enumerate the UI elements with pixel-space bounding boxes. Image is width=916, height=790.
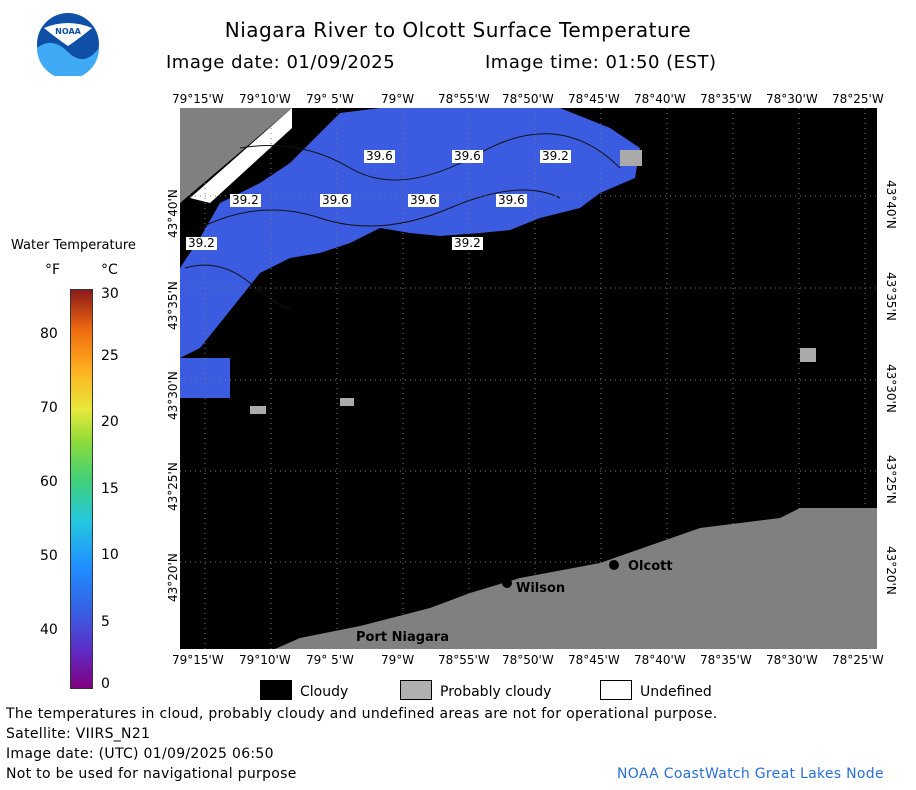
utc-date: Image date: (UTC) 01/09/2025 06:50 — [6, 746, 274, 762]
lat-tick: 43°30'N — [166, 371, 180, 420]
legend-label-undefined: Undefined — [640, 684, 712, 700]
olcott-label: Olcott — [628, 559, 673, 574]
f-tick: 60 — [40, 474, 58, 490]
f-tick: 80 — [40, 326, 58, 342]
colorbar-gradient — [70, 289, 93, 689]
lat-tick: 43°30'N — [884, 364, 898, 413]
lon-tick: 79° 5'W — [306, 653, 354, 667]
lon-tick: 78°45'W — [568, 92, 620, 106]
lon-tick: 79°W — [381, 653, 415, 667]
c-tick: 0 — [101, 676, 110, 692]
nav-warning: Not to be used for navigational purpose — [6, 766, 297, 782]
isotherm-label: 39.6 — [408, 193, 439, 207]
olcott-marker — [609, 560, 619, 570]
probably-cloudy-patch — [340, 398, 354, 406]
lon-tick: 79°15'W — [172, 92, 224, 106]
wilson-label: Wilson — [516, 581, 566, 596]
f-tick: 40 — [40, 622, 58, 638]
c-tick: 30 — [101, 286, 119, 302]
lon-tick: 78°30'W — [766, 92, 818, 106]
map-svg — [180, 108, 877, 649]
lon-tick: 78°35'W — [700, 92, 752, 106]
legend-swatch-probably-cloudy — [400, 680, 432, 700]
credit-link[interactable]: NOAA CoastWatch Great Lakes Node — [617, 766, 884, 782]
lon-tick: 79°10'W — [239, 92, 291, 106]
lat-tick: 43°40'N — [884, 180, 898, 229]
isotherm-label: 39.6 — [496, 193, 527, 207]
isotherm-label: 39.2 — [540, 149, 571, 163]
probably-cloudy-patch — [800, 348, 816, 362]
legend-label-probably-cloudy: Probably cloudy — [440, 684, 552, 700]
wilson-marker — [502, 578, 512, 588]
colorbar-title: Water Temperature — [11, 238, 136, 253]
land-new-york — [275, 508, 877, 649]
lon-tick: 79°10'W — [239, 653, 291, 667]
port-niagara-label: Port Niagara — [356, 630, 449, 645]
lon-tick: 78°40'W — [634, 92, 686, 106]
lon-tick: 78°40'W — [634, 653, 686, 667]
legend-swatch-cloudy — [260, 680, 292, 700]
f-tick: 70 — [40, 400, 58, 416]
legend-swatch-undefined — [600, 680, 632, 700]
lon-tick: 78°50'W — [502, 92, 554, 106]
lat-tick: 43°25'N — [166, 462, 180, 511]
lat-tick: 43°35'N — [884, 272, 898, 321]
lon-tick: 78°30'W — [766, 653, 818, 667]
isotherm-line — [184, 264, 291, 309]
isotherm-label: 39.6 — [364, 149, 395, 163]
lon-tick: 78°50'W — [502, 653, 554, 667]
legend-label-cloudy: Cloudy — [300, 684, 349, 700]
c-tick: 10 — [101, 547, 119, 563]
map-panel: 39.6 39.6 39.2 39.2 39.6 39.6 39.6 39.2 … — [180, 108, 877, 649]
undefined-area — [190, 108, 292, 203]
lon-tick: 79°W — [381, 92, 415, 106]
footer-note: The temperatures in cloud, probably clou… — [6, 706, 718, 722]
lat-tick: 43°20'N — [166, 553, 180, 602]
isotherm-line — [199, 189, 561, 229]
probably-cloudy-patch — [250, 406, 266, 414]
map-title: Niagara River to Olcott Surface Temperat… — [224, 18, 692, 42]
lat-tick: 43°40'N — [166, 189, 180, 238]
lon-tick: 78°35'W — [700, 653, 752, 667]
lat-tick: 43°25'N — [884, 455, 898, 504]
isotherm-label: 39.2 — [230, 193, 261, 207]
lon-tick: 78°55'W — [438, 653, 490, 667]
probably-cloudy-patch — [620, 150, 642, 166]
water-region — [180, 108, 640, 358]
noaa-logo: NOAA — [37, 13, 99, 76]
lon-tick: 79°15'W — [172, 653, 224, 667]
lon-tick: 78°25'W — [832, 92, 884, 106]
logo-text: NOAA — [55, 27, 81, 36]
image-time: Image time: 01:50 (EST) — [485, 52, 717, 73]
lat-tick: 43°20'N — [884, 546, 898, 595]
unit-c: °C — [101, 262, 118, 278]
c-tick: 25 — [101, 348, 119, 364]
lon-tick: 78°45'W — [568, 653, 620, 667]
c-tick: 20 — [101, 414, 119, 430]
isotherm-label: 39.2 — [452, 236, 483, 250]
lon-tick: 79° 5'W — [306, 92, 354, 106]
c-tick: 15 — [101, 481, 119, 497]
image-date: Image date: 01/09/2025 — [166, 52, 396, 73]
lon-tick: 78°55'W — [438, 92, 490, 106]
satellite-info: Satellite: VIIRS_N21 — [6, 726, 151, 742]
isotherm-label: 39.6 — [320, 193, 351, 207]
isotherm-label: 39.2 — [186, 236, 217, 250]
unit-f: °F — [45, 262, 61, 278]
lon-tick: 78°25'W — [832, 653, 884, 667]
land-canada — [180, 108, 292, 203]
f-tick: 50 — [40, 548, 58, 564]
c-tick: 5 — [101, 614, 110, 630]
lat-tick: 43°35'N — [166, 281, 180, 330]
isotherm-label: 39.6 — [452, 149, 483, 163]
isotherm-line — [239, 133, 621, 181]
